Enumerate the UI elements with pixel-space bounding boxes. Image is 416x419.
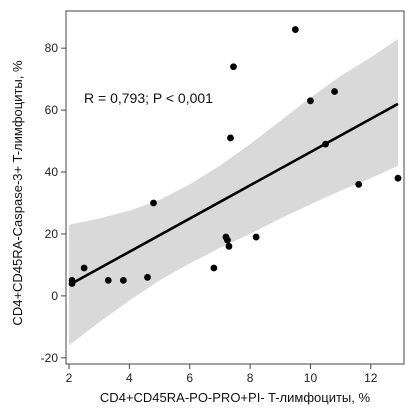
data-point	[230, 63, 237, 71]
data-point	[307, 97, 314, 105]
y-tick-label: -20	[41, 351, 59, 365]
y-tick-label: 20	[45, 227, 59, 241]
y-tick-label: 0	[51, 289, 58, 303]
data-point	[225, 242, 233, 250]
x-axis-title: CD4+CD45RA-PO-PRO+PI- T-лимфоциты, %	[100, 390, 371, 405]
x-tick-label: 2	[66, 371, 73, 385]
data-point	[394, 174, 402, 182]
data-point	[355, 181, 363, 188]
data-point	[68, 280, 76, 287]
plot-frame	[65, 10, 405, 365]
y-tick-label: 60	[45, 103, 59, 117]
data-point	[210, 264, 218, 272]
data-point	[291, 26, 299, 33]
data-point	[104, 276, 112, 284]
correlation-annotation: R = 0,793; P < 0,001	[84, 90, 213, 106]
data-point	[224, 236, 231, 244]
data-point	[252, 233, 260, 241]
plot-area: 2 4 6 8 10 12 -20 0 20 40 60 80	[41, 10, 405, 385]
y-axis-title: CD4+CD45RA-Caspase-3+ T-лимфоциты, %	[10, 60, 25, 326]
x-tick-label: 4	[126, 371, 133, 385]
data-point	[322, 140, 329, 148]
data-point	[119, 276, 127, 284]
data-point	[227, 134, 234, 142]
x-tick-label: 8	[247, 371, 254, 385]
x-tick-label: 12	[364, 371, 378, 385]
data-point	[144, 273, 151, 281]
regression-line	[68, 102, 399, 287]
data-point	[80, 264, 88, 272]
y-tick-label: 80	[45, 41, 59, 55]
data-point	[150, 199, 157, 207]
x-tick-label: 10	[304, 371, 318, 385]
confidence-band	[69, 38, 398, 346]
data-point	[331, 88, 338, 95]
x-tick-label: 6	[186, 371, 193, 385]
y-tick-label: 40	[45, 165, 59, 179]
